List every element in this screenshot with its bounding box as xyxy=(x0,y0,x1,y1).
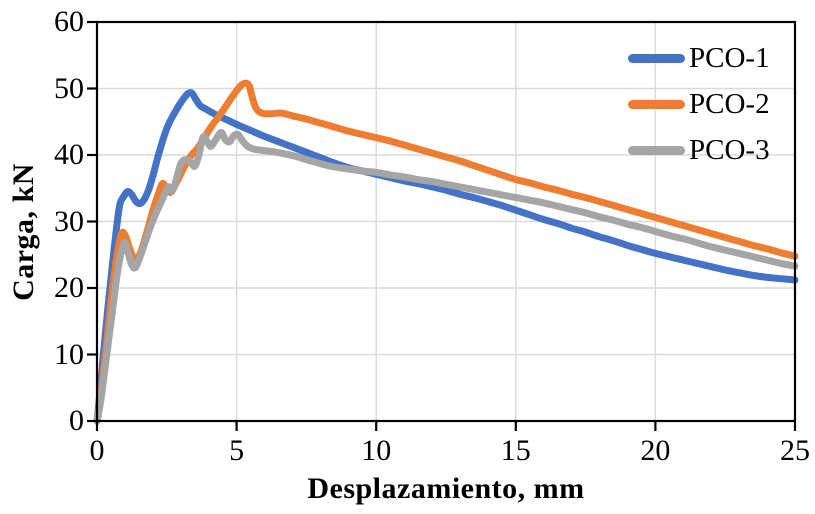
y-tick-label: 10 xyxy=(54,337,84,371)
y-tick-label: 50 xyxy=(54,71,84,105)
y-tick-label: 60 xyxy=(54,5,84,38)
legend: PCO-1 PCO-2 PCO-3 xyxy=(628,40,770,168)
legend-swatch-pco-2 xyxy=(628,99,685,109)
plot-border xyxy=(95,20,797,423)
legend-label-pco-1: PCO-1 xyxy=(689,42,770,74)
legend-label-pco-2: PCO-2 xyxy=(689,88,770,120)
legend-swatch-pco-1 xyxy=(628,53,685,63)
series-line-pco-3 xyxy=(93,128,799,425)
x-tick-label: 10 xyxy=(361,434,392,467)
x-tick-label: 25 xyxy=(780,434,810,467)
x-tick-label: 0 xyxy=(89,434,105,467)
y-tick-label: 20 xyxy=(54,271,84,304)
y-axis-title: Carga, kN xyxy=(7,163,40,301)
legend-swatch-pco-3 xyxy=(628,145,685,155)
series-line-pco-1 xyxy=(93,89,799,425)
x-tick-label: 5 xyxy=(229,434,245,467)
legend-label-pco-3: PCO-3 xyxy=(689,134,770,166)
y-tick-label: 40 xyxy=(54,138,84,171)
x-tick-label: 20 xyxy=(640,434,671,467)
x-tick-label: 15 xyxy=(500,434,531,467)
y-tick-label: 30 xyxy=(54,204,84,238)
y-tick-label: 0 xyxy=(69,404,84,437)
legend-item-pco-1: PCO-1 xyxy=(628,40,770,76)
legend-item-pco-2: PCO-2 xyxy=(628,86,770,122)
legend-item-pco-3: PCO-3 xyxy=(628,132,770,168)
x-axis-title: Desplazamiento, mm xyxy=(307,472,585,505)
